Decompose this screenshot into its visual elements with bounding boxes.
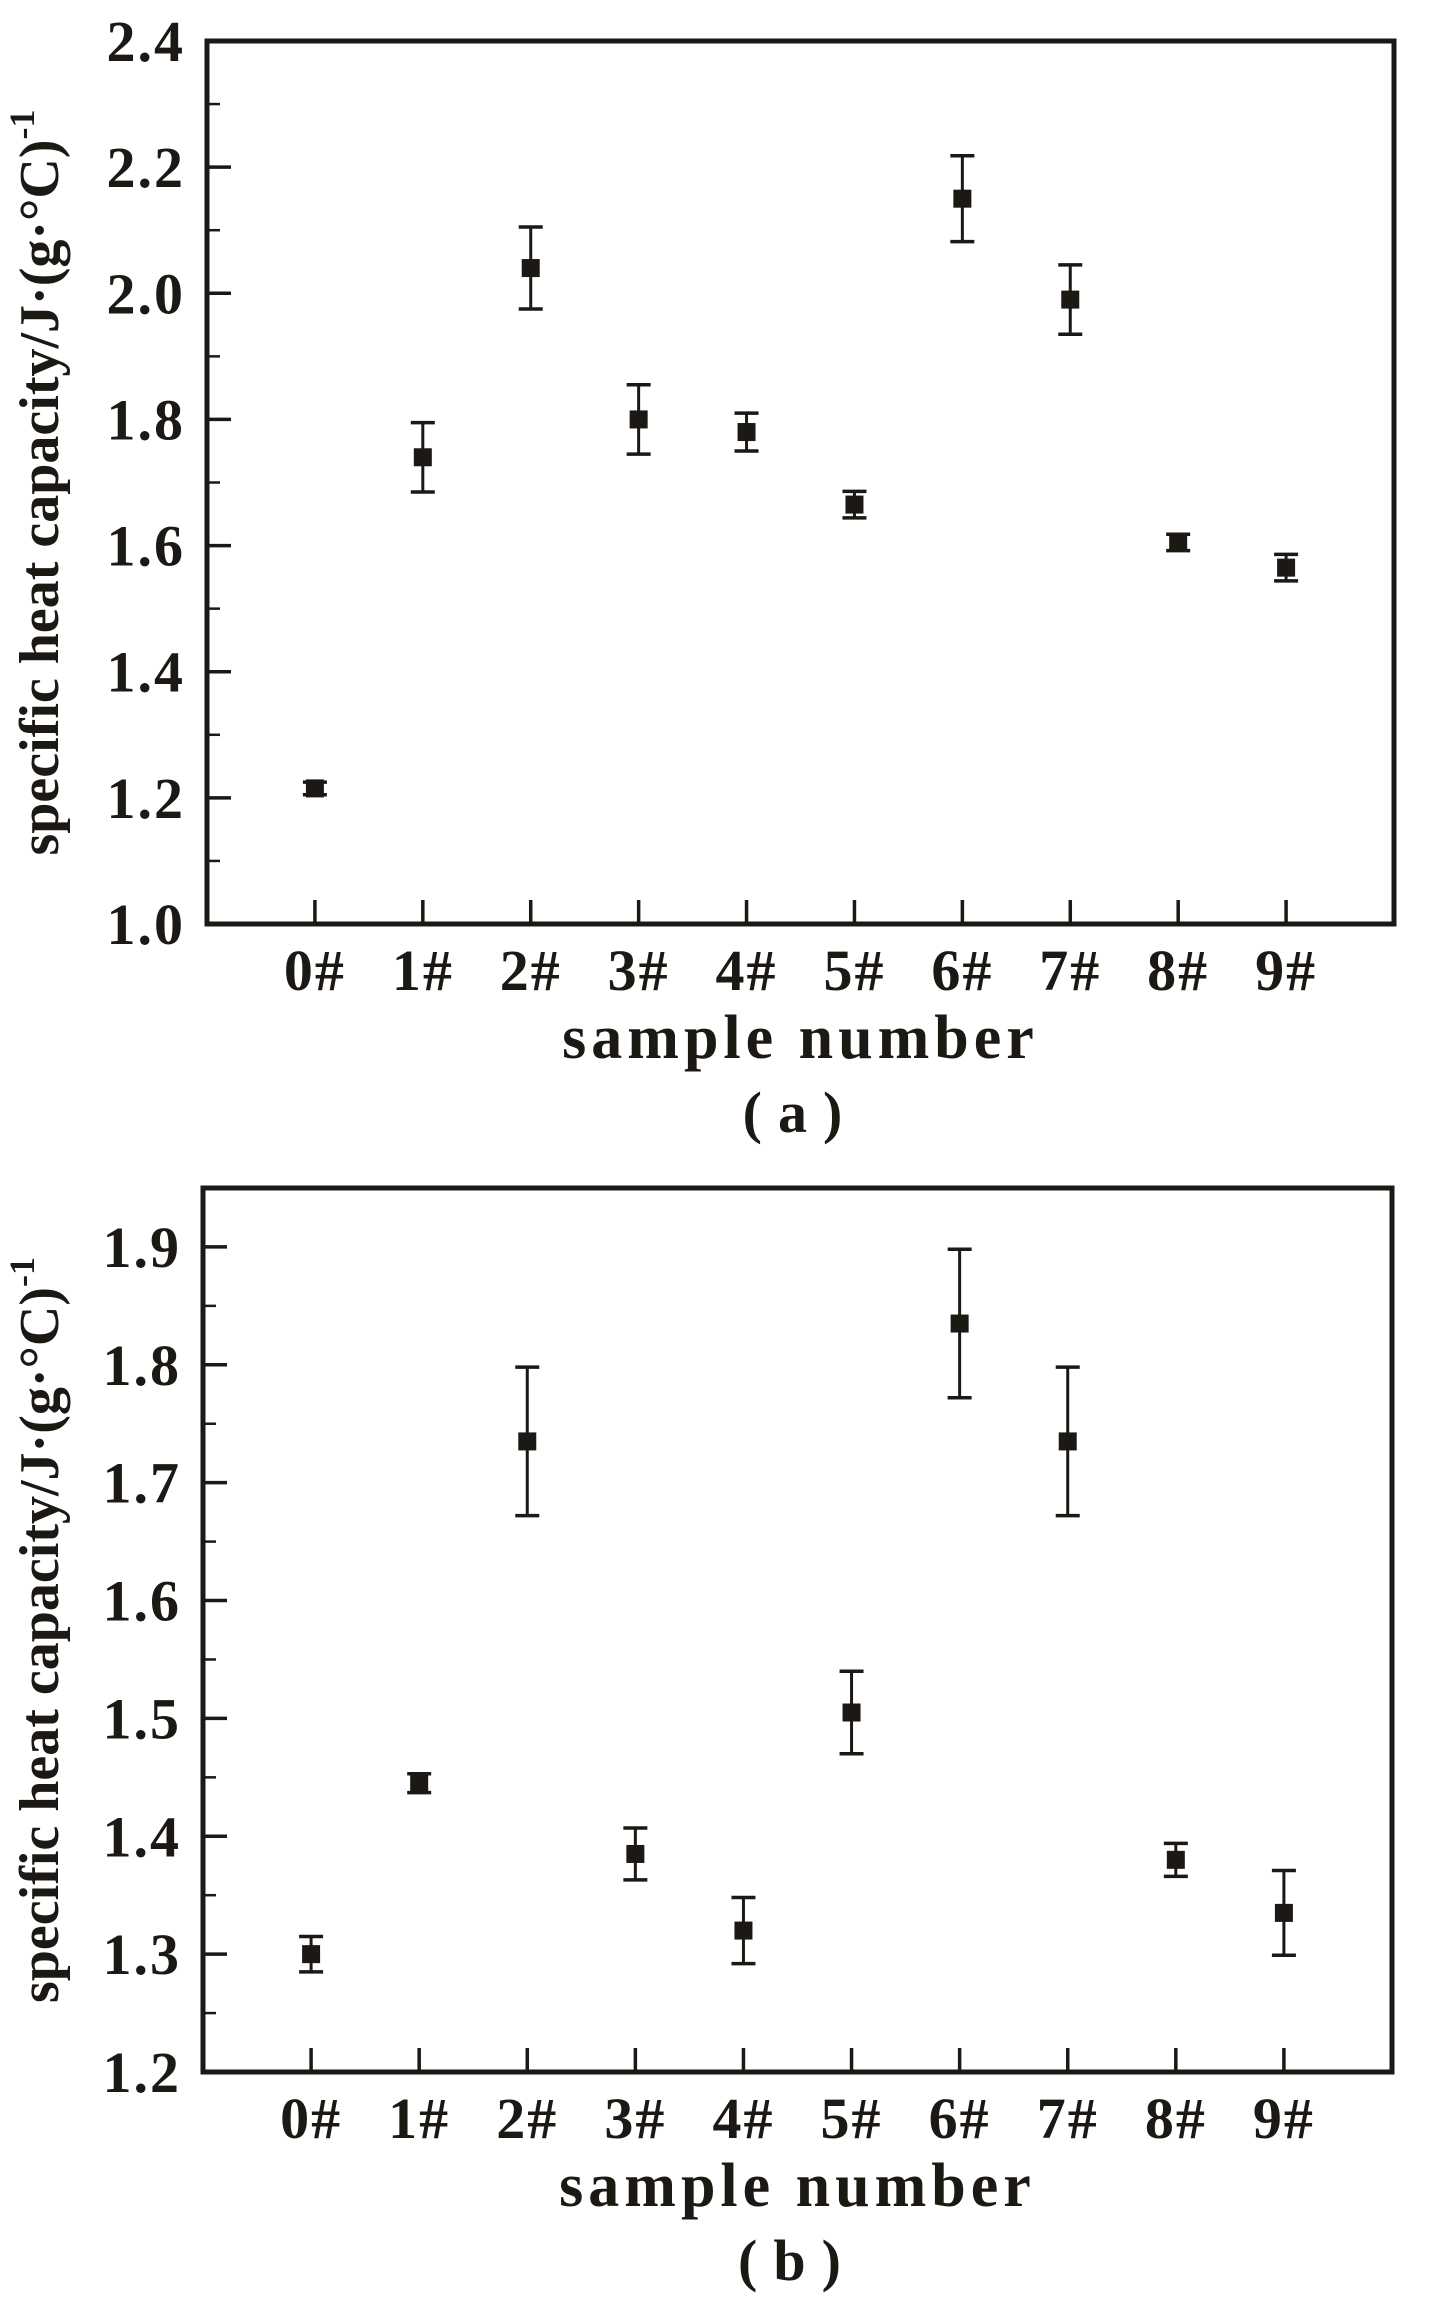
y-axis-title: specific heat capacity/J·(g·°C)-1 bbox=[2, 109, 71, 855]
y-tick-label: 1.4 bbox=[107, 640, 186, 705]
data-point-marker bbox=[950, 1314, 969, 1333]
data-point-marker bbox=[410, 1774, 429, 1793]
x-tick-label: 4# bbox=[712, 2086, 774, 2151]
y-tick-label: 1.4 bbox=[103, 1804, 182, 1869]
data-point bbox=[839, 1669, 864, 1756]
data-point-marker bbox=[1058, 1432, 1077, 1451]
data-point-marker bbox=[1274, 1903, 1293, 1922]
y-tick-label: 1.7 bbox=[103, 1451, 182, 1516]
data-point bbox=[626, 382, 651, 456]
x-tick-label: 2# bbox=[500, 938, 562, 1003]
data-point-marker bbox=[845, 495, 864, 514]
data-point bbox=[1058, 263, 1083, 337]
y-tick-label: 1.3 bbox=[103, 1922, 182, 1987]
data-point bbox=[623, 1826, 648, 1882]
data-point bbox=[950, 154, 975, 244]
y-tick-label: 1.2 bbox=[107, 766, 186, 831]
data-point bbox=[410, 420, 435, 494]
x-tick-label: 4# bbox=[716, 938, 778, 1003]
x-tick-label: 0# bbox=[284, 938, 346, 1003]
chart-panel-a: 1.0 1.2 1.4 1.6 1.8 2.0 2.2 2.4 0# 1# 2# 3# 4# 5# 6# 7#… bbox=[2, 9, 1397, 1145]
data-point-marker bbox=[521, 259, 540, 278]
data-point bbox=[302, 779, 327, 798]
x-tick-label: 0# bbox=[280, 2086, 342, 2151]
data-point-marker bbox=[413, 448, 432, 467]
y-tick-label: 1.6 bbox=[107, 514, 186, 579]
x-tick-label: 7# bbox=[1037, 2086, 1099, 2151]
data-point bbox=[734, 411, 759, 453]
data-point bbox=[299, 1934, 324, 1974]
data-point bbox=[1055, 1365, 1080, 1518]
data-point bbox=[842, 489, 867, 520]
data-point bbox=[1271, 1868, 1296, 1958]
x-tick-label: 9# bbox=[1253, 2086, 1315, 2151]
x-tick-label: 5# bbox=[823, 938, 885, 1003]
x-tick-label: 6# bbox=[929, 2086, 991, 2151]
y-tick-label: 2.4 bbox=[107, 9, 186, 74]
x-axis-title: sample number bbox=[559, 2152, 1036, 2220]
x-tick-label: 1# bbox=[392, 938, 454, 1003]
x-tick-label: 1# bbox=[388, 2086, 450, 2151]
data-point-marker bbox=[734, 1921, 753, 1940]
data-point bbox=[947, 1247, 972, 1400]
x-tick-label: 8# bbox=[1147, 938, 1209, 1003]
data-point-marker bbox=[302, 1945, 321, 1964]
data-point bbox=[1274, 552, 1299, 583]
plot-border bbox=[204, 38, 1397, 927]
y-tick-label: 1.6 bbox=[103, 1569, 182, 1634]
y-tick-label: 1.8 bbox=[103, 1333, 182, 1398]
data-point-marker bbox=[1169, 533, 1188, 552]
x-tick-label: 9# bbox=[1255, 938, 1317, 1003]
y-tick-label: 2.0 bbox=[107, 261, 186, 326]
y-tick-label: 1.2 bbox=[103, 2040, 182, 2105]
data-point bbox=[407, 1772, 432, 1795]
plot-border bbox=[200, 1185, 1395, 2075]
x-tick-label: 5# bbox=[821, 2086, 883, 2151]
panel-caption: (a) bbox=[743, 1080, 859, 1145]
x-tick-label: 3# bbox=[604, 2086, 666, 2151]
data-point bbox=[1163, 1841, 1188, 1879]
data-point-marker bbox=[626, 1844, 645, 1863]
data-point bbox=[518, 225, 543, 311]
panel-caption: (b) bbox=[738, 2228, 857, 2293]
y-tick-label: 1.8 bbox=[107, 387, 186, 452]
data-point-marker bbox=[953, 189, 972, 208]
data-point bbox=[731, 1895, 756, 1966]
chart-panel-b: 1.2 1.3 1.4 1.5 1.6 1.7 1.8 1.9 0# 1# 2# 3# 4# 5# 6# 7#… bbox=[2, 1185, 1395, 2293]
data-point-marker bbox=[1061, 290, 1080, 309]
data-point bbox=[1166, 532, 1191, 553]
data-point bbox=[515, 1365, 540, 1518]
y-axis-title: specific heat capacity/J·(g·°C)-1 bbox=[2, 1257, 71, 2003]
x-axis-title: sample number bbox=[562, 1004, 1039, 1072]
data-point-marker bbox=[737, 423, 756, 442]
data-point-marker bbox=[305, 779, 324, 798]
x-tick-label: 6# bbox=[931, 938, 993, 1003]
y-tick-label: 1.5 bbox=[103, 1686, 182, 1751]
x-tick-label: 2# bbox=[496, 2086, 558, 2151]
data-point-marker bbox=[1166, 1850, 1185, 1869]
y-tick-label: 1.9 bbox=[103, 1215, 182, 1280]
data-point-marker bbox=[1277, 558, 1296, 577]
x-tick-label: 3# bbox=[608, 938, 670, 1003]
data-point-marker bbox=[518, 1432, 537, 1451]
y-tick-label: 1.0 bbox=[107, 892, 186, 957]
x-tick-label: 7# bbox=[1039, 938, 1101, 1003]
x-tick-label: 8# bbox=[1145, 2086, 1207, 2151]
data-point-marker bbox=[629, 410, 648, 429]
data-point-marker bbox=[842, 1703, 861, 1722]
y-tick-label: 2.2 bbox=[107, 135, 186, 200]
